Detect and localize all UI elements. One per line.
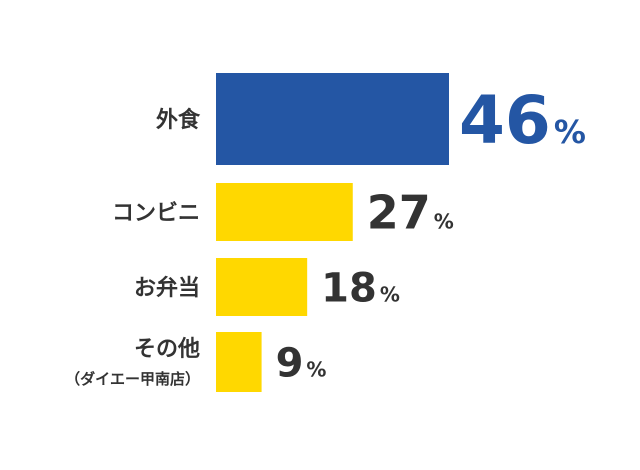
category-label-4: その他	[134, 337, 200, 362]
data-label-unit-1: %	[554, 113, 586, 151]
category-note-4: （ダイエー甲南店）	[65, 370, 200, 388]
category-label-2: コンビニ	[112, 201, 200, 226]
data-label-2: 27%	[367, 186, 454, 240]
data-label-value-4: 9	[276, 340, 304, 386]
data-label-1: 46%	[459, 82, 586, 159]
category-label-1: 外食	[156, 107, 201, 133]
bar-4	[216, 332, 262, 392]
data-label-unit-3: %	[380, 282, 400, 306]
category-label-3: お弁当	[134, 275, 200, 301]
bar-1	[216, 73, 449, 165]
bar-3	[216, 258, 308, 316]
data-label-unit-2: %	[434, 210, 454, 234]
data-label-value-3: 18	[321, 265, 377, 311]
data-label-value-1: 46	[459, 82, 551, 159]
data-label-3: 18%	[321, 265, 400, 311]
bar-2	[216, 183, 353, 241]
data-label-4: 9%	[276, 340, 327, 386]
data-label-unit-4: %	[306, 357, 326, 381]
data-label-value-2: 27	[367, 186, 431, 240]
